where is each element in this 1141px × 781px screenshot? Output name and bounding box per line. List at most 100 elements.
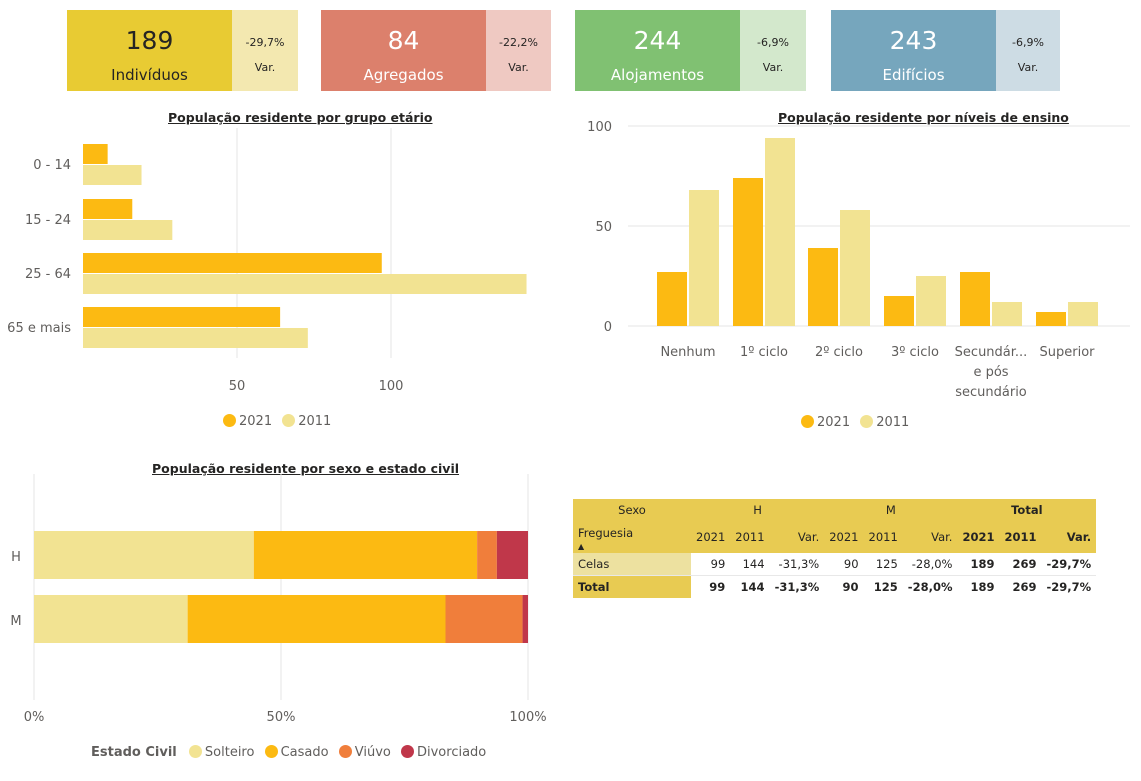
cell: 90 — [824, 553, 864, 576]
kpi-var-individuos: -29,7% Var. — [232, 10, 298, 91]
x-category-label: Secundár... — [955, 345, 1028, 360]
legend-item-casado[interactable]: Casado — [264, 745, 329, 760]
cell: -28,0% — [902, 553, 958, 576]
sort-ascending-icon[interactable]: ▲ — [578, 542, 585, 551]
y-tick-label: 50 — [595, 220, 612, 235]
y-category-label: 0 - 14 — [33, 158, 71, 173]
legend-dot-viuvo — [338, 745, 352, 758]
education-chart-title: População residente por níveis de ensino — [778, 110, 1069, 125]
legend-dot-2011 — [282, 414, 296, 427]
bar-segment-solteiro — [34, 595, 188, 643]
cell: 144 — [730, 553, 770, 576]
bar-2011 — [83, 274, 527, 294]
header-h[interactable]: H — [691, 499, 825, 521]
header-h-2021[interactable]: 2021 — [691, 521, 731, 553]
x-tick-label: 100 — [379, 379, 404, 394]
bar-segment-viúvo — [445, 595, 523, 643]
bar-2021 — [733, 178, 763, 326]
x-category-label: Superior — [1040, 345, 1096, 360]
cell: 99 — [691, 553, 731, 576]
bar-2011 — [83, 328, 308, 348]
header-m-var[interactable]: Var. — [902, 521, 958, 553]
bar-2011 — [689, 190, 719, 326]
bar-segment-solteiro — [34, 531, 254, 579]
legend-dot-divorciado — [400, 745, 414, 758]
kpi-label: Indivíduos — [111, 66, 188, 84]
header-total-2021[interactable]: 2021 — [957, 521, 1000, 553]
kpi-card-individuos[interactable]: 189 Indivíduos — [67, 10, 232, 91]
education-level-chart[interactable]: 0 50 100 Nenhum 1º ciclo 2º ciclo 3º ciclo Secu… — [580, 110, 1140, 405]
table-row[interactable]: Celas 99 144 -31,3% 90 125 -28,0% 189 26… — [573, 553, 1097, 576]
cell: -28,0% — [902, 575, 958, 598]
header-h-2011[interactable]: 2011 — [730, 521, 770, 553]
header-h-var[interactable]: Var. — [769, 521, 825, 553]
header-total-2011[interactable]: 2011 — [999, 521, 1042, 553]
bar-2021 — [83, 144, 108, 164]
legend-item-2011[interactable]: 2011 — [282, 414, 331, 429]
row-name: Total — [573, 575, 691, 598]
kpi-value: 243 — [889, 26, 938, 55]
legend-item-2011[interactable]: 2011 — [860, 415, 909, 430]
legend-item-viuvo[interactable]: Viúvo — [338, 745, 391, 760]
legend-item-2021[interactable]: 2021 — [223, 414, 272, 429]
civil-status-chart-title: População residente por sexo e estado ci… — [152, 461, 460, 476]
cell: 144 — [730, 575, 770, 598]
age-chart-legend: 2021 2011 — [223, 414, 337, 429]
x-category-label: secundário — [955, 385, 1027, 400]
bar-2011 — [83, 220, 173, 240]
cell: 189 — [957, 575, 1000, 598]
cell: 90 — [824, 575, 864, 598]
y-category-label: 65 e mais — [7, 321, 71, 336]
cell: 269 — [999, 553, 1042, 576]
bar-2011 — [916, 276, 946, 326]
bar-2021 — [1036, 312, 1066, 326]
population-matrix-table: Sexo H M Total Freguesia ▲ 2021 2011 Var… — [573, 499, 1097, 598]
bar-2011 — [83, 165, 142, 185]
kpi-var-value: -6,9% — [1012, 36, 1044, 49]
bar-2021 — [83, 253, 382, 273]
age-chart-title: População residente por grupo etário — [168, 110, 433, 125]
cell: -31,3% — [769, 553, 825, 576]
bar-2011 — [992, 302, 1022, 326]
header-freguesia[interactable]: Freguesia ▲ — [573, 521, 691, 553]
x-category-label: e pós — [973, 365, 1008, 380]
y-category-label: M — [10, 614, 21, 629]
legend-item-solteiro[interactable]: Solteiro — [188, 745, 255, 760]
age-group-chart[interactable]: 50 100 0 - 14 15 - 24 25 - 64 65 e mais — [0, 128, 560, 398]
cell: 269 — [999, 575, 1042, 598]
header-total[interactable]: Total — [957, 499, 1097, 521]
legend-label: Divorciado — [416, 745, 487, 760]
kpi-card-edificios[interactable]: 243 Edifícios — [831, 10, 996, 91]
header-m[interactable]: M — [824, 499, 958, 521]
x-category-label: 1º ciclo — [740, 345, 788, 360]
header-m-2021[interactable]: 2021 — [824, 521, 864, 553]
x-tick-label: 0% — [24, 710, 45, 725]
header-freguesia-label: Freguesia — [578, 526, 634, 540]
legend-label: Solteiro — [204, 745, 255, 760]
civil-status-legend: Estado Civil Solteiro Casado Viúvo Divor… — [91, 745, 492, 760]
cell: 189 — [957, 553, 1000, 576]
legend-dot-2021 — [801, 415, 814, 428]
cell: 99 — [691, 575, 731, 598]
kpi-var-value: -22,2% — [499, 36, 538, 49]
kpi-card-agregados[interactable]: 84 Agregados — [321, 10, 486, 91]
legend-title: Estado Civil — [91, 745, 177, 760]
bar-segment-casado — [187, 595, 446, 643]
kpi-card-alojamentos[interactable]: 244 Alojamentos — [575, 10, 740, 91]
kpi-var-label: Var. — [254, 61, 276, 74]
legend-item-divorciado[interactable]: Divorciado — [400, 745, 487, 760]
header-total-var[interactable]: Var. — [1041, 521, 1097, 553]
x-tick-label: 50% — [267, 710, 296, 725]
x-category-label: 3º ciclo — [891, 345, 939, 360]
table-total-row[interactable]: Total 99 144 -31,3% 90 125 -28,0% 189 26… — [573, 575, 1097, 598]
row-name: Celas — [573, 553, 691, 576]
legend-item-2021[interactable]: 2021 — [801, 415, 850, 430]
y-tick-label: 0 — [604, 320, 612, 335]
bar-segment-divorciado — [522, 595, 528, 643]
bar-2021 — [884, 296, 914, 326]
bar-2021 — [960, 272, 990, 326]
header-m-2011[interactable]: 2011 — [863, 521, 903, 553]
header-sexo[interactable]: Sexo — [573, 499, 691, 521]
civil-status-chart[interactable]: 0% 50% 100% H M — [0, 470, 560, 730]
matrix-subheader-row: Freguesia ▲ 2021 2011 Var. 2021 2011 Var… — [573, 521, 1097, 553]
